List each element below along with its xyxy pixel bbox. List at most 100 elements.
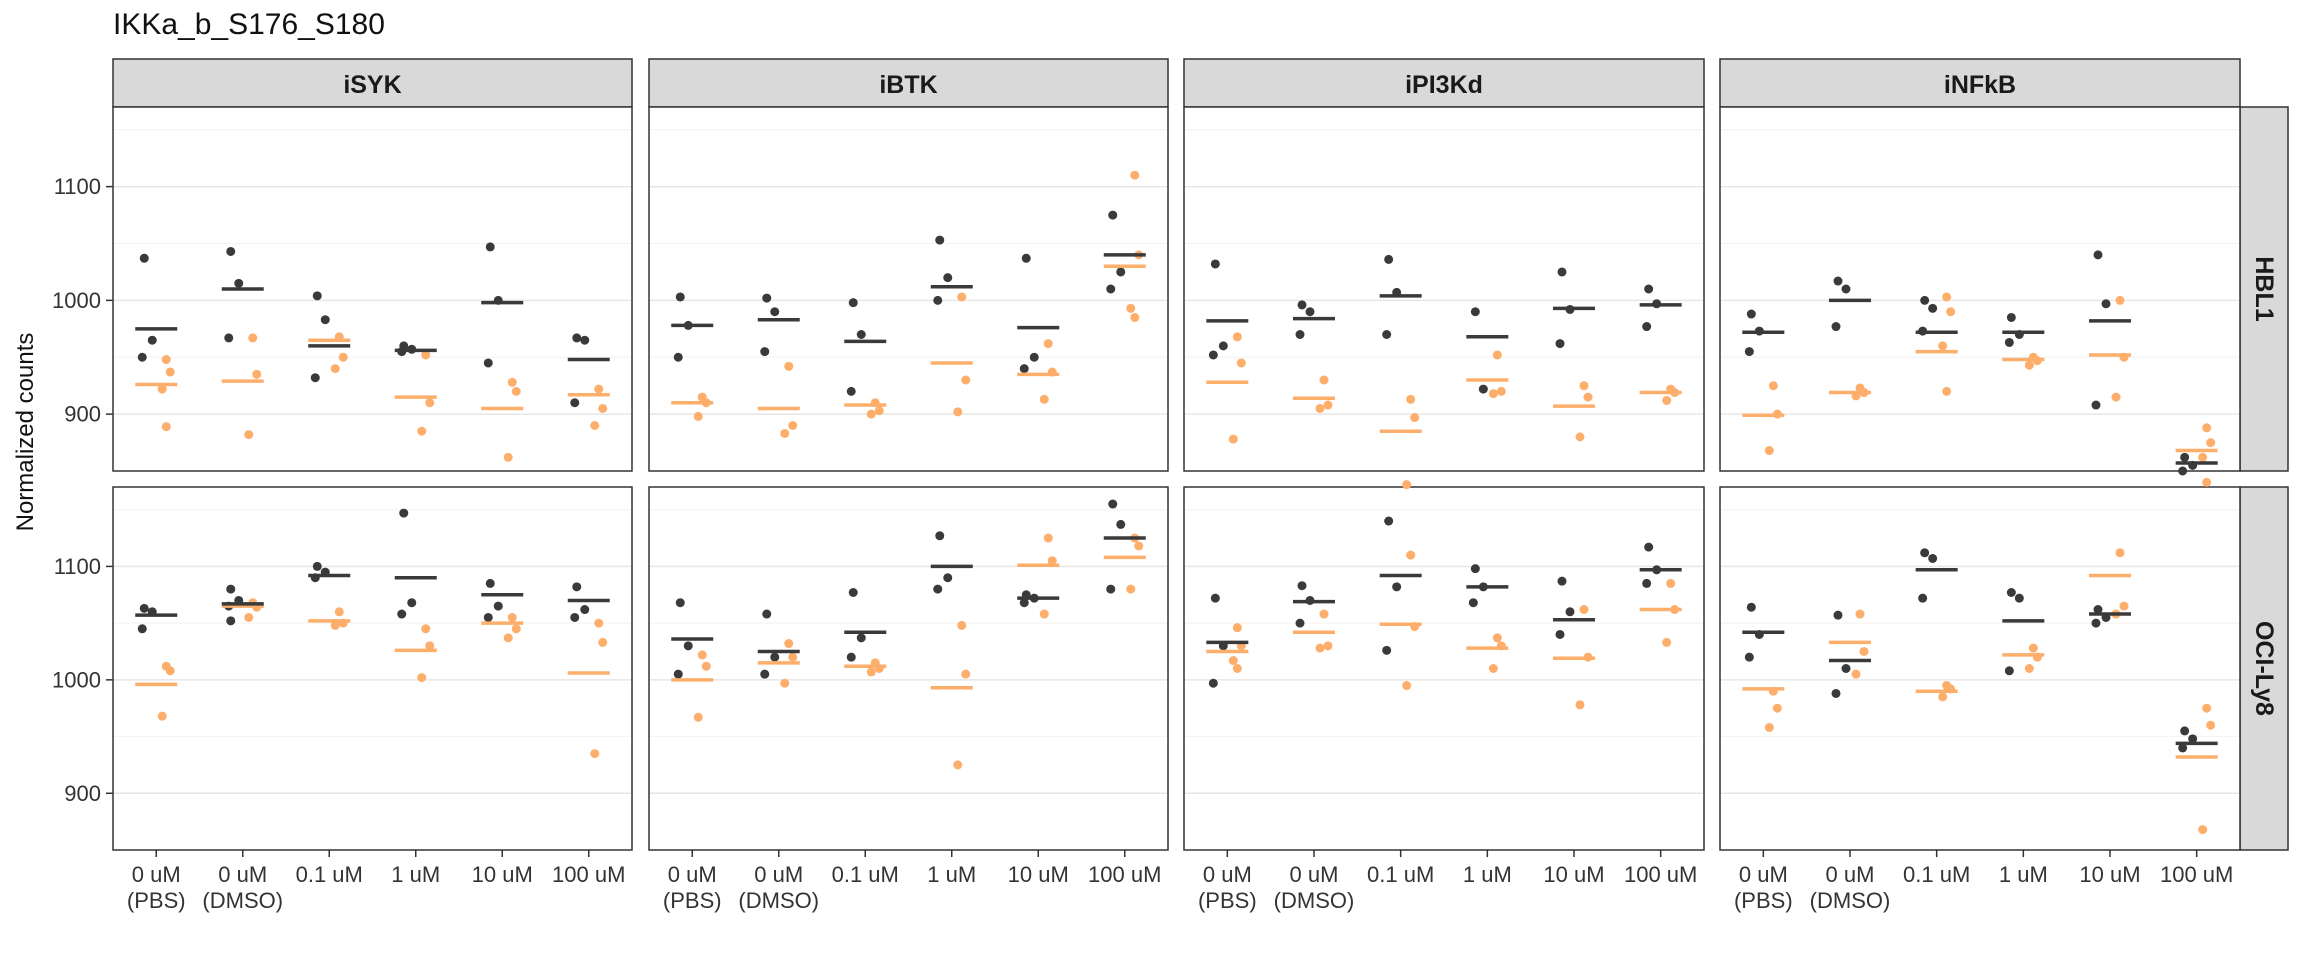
facet-strip-iBTK: [648, 58, 1169, 108]
data-point-dark: [846, 386, 856, 396]
data-point-orange: [961, 669, 971, 679]
data-point-orange: [1946, 307, 1956, 317]
data-point-orange: [1323, 641, 1333, 651]
data-point-dark: [1392, 582, 1402, 592]
data-point-dark: [1744, 652, 1754, 662]
data-point-orange: [161, 422, 171, 432]
data-point-dark: [1384, 516, 1394, 526]
data-point-orange: [953, 407, 963, 417]
data-point-dark: [1920, 295, 1930, 305]
panel-background: [1720, 487, 2240, 850]
data-point-dark: [1208, 678, 1218, 688]
data-point-orange: [701, 661, 711, 671]
facet-label-OCI-Ly8: OCI-Ly8: [2250, 621, 2278, 716]
panel-border: [648, 106, 1169, 472]
y-tick-label: 900: [64, 781, 101, 806]
data-point-orange: [1043, 533, 1053, 543]
data-point-orange: [953, 760, 963, 770]
data-point-dark: [1642, 578, 1652, 588]
x-tick-label: 0.1 uM: [1903, 862, 1970, 887]
facet-label-iPI3Kd: iPI3Kd: [1405, 71, 1483, 99]
data-point-dark: [935, 235, 945, 245]
data-point-orange: [1126, 303, 1136, 313]
data-point-orange: [511, 624, 521, 634]
data-point-orange: [1130, 170, 1140, 180]
data-point-dark: [2014, 593, 2024, 603]
x-tick-label: (PBS): [1734, 888, 1793, 913]
data-point-dark: [943, 273, 953, 283]
data-point-orange: [1406, 550, 1416, 560]
data-point-dark: [1642, 322, 1652, 332]
data-point-dark: [856, 633, 866, 643]
data-point-dark: [1831, 322, 1841, 332]
x-tick-label: 0 uM: [1290, 862, 1339, 887]
data-point-orange: [244, 612, 254, 622]
data-point-dark: [1565, 607, 1575, 617]
data-point-dark: [675, 292, 685, 302]
data-point-dark: [2006, 587, 2016, 597]
data-point-dark: [1295, 618, 1305, 628]
data-point-orange: [252, 369, 262, 379]
data-point-orange: [784, 639, 794, 649]
data-point-dark: [493, 601, 503, 611]
x-tick-label: (PBS): [127, 888, 186, 913]
data-point-orange: [1496, 386, 1506, 396]
data-point-dark: [570, 398, 580, 408]
data-point-dark: [320, 315, 330, 325]
data-point-dark: [224, 333, 234, 343]
data-point-orange: [866, 409, 876, 419]
data-point-dark: [1468, 598, 1478, 608]
data-point-dark: [848, 587, 858, 597]
data-point-orange: [784, 361, 794, 371]
data-point-orange: [590, 749, 600, 759]
data-point-orange: [1575, 432, 1585, 442]
data-point-dark: [1928, 553, 1938, 563]
data-point-orange: [1938, 692, 1948, 702]
panel-background: [649, 487, 1168, 850]
data-point-dark: [2091, 618, 2101, 628]
data-point-orange: [417, 673, 427, 683]
data-point-dark: [2006, 312, 2016, 322]
data-point-orange: [1488, 664, 1498, 673]
panel-border: [1183, 106, 1705, 472]
panel-border: [112, 486, 633, 851]
data-point-dark: [312, 291, 322, 301]
x-tick-label: 0 uM: [668, 862, 717, 887]
data-point-orange: [2119, 601, 2129, 611]
facet-label-iSYK: iSYK: [343, 71, 401, 99]
data-point-dark: [760, 669, 770, 679]
x-tick-label: 0 uM: [1203, 862, 1252, 887]
data-point-dark: [2091, 400, 2101, 410]
data-point-dark: [1108, 210, 1118, 220]
data-point-dark: [137, 624, 147, 634]
data-point-orange: [1406, 394, 1416, 404]
x-tick-label: 100 uM: [552, 862, 625, 887]
data-point-dark: [1557, 576, 1567, 586]
data-point-dark: [848, 298, 858, 308]
data-point-dark: [675, 598, 685, 608]
data-point-orange: [788, 421, 798, 430]
data-point-dark: [683, 641, 693, 651]
data-point-orange: [1039, 609, 1049, 619]
data-point-orange: [1488, 389, 1498, 399]
data-point-orange: [1228, 434, 1238, 444]
y-tick-label: 1000: [52, 667, 101, 692]
panel-background: [113, 487, 632, 850]
x-tick-label: 0 uM: [754, 862, 803, 887]
data-point-dark: [234, 278, 244, 288]
data-point-orange: [507, 377, 517, 387]
data-point-dark: [1021, 253, 1031, 263]
x-tick-label: 0.1 uM: [296, 862, 363, 887]
x-tick-label: 0.1 uM: [1367, 862, 1434, 887]
data-point-dark: [933, 584, 943, 594]
data-point-dark: [139, 603, 149, 613]
data-point-dark: [2180, 452, 2190, 462]
data-point-orange: [1228, 656, 1238, 666]
data-point-orange: [165, 367, 175, 377]
x-tick-label: 1 uM: [927, 862, 976, 887]
data-point-orange: [1315, 403, 1325, 413]
panel-background: [1184, 107, 1704, 471]
data-point-dark: [1557, 267, 1567, 277]
data-point-dark: [1116, 519, 1126, 529]
data-point-orange: [2202, 423, 2212, 433]
